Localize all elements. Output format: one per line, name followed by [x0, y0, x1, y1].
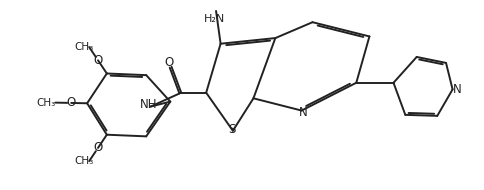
- Text: N: N: [452, 83, 461, 96]
- Text: O: O: [93, 141, 103, 154]
- Text: O: O: [164, 56, 173, 69]
- Text: H₂N: H₂N: [203, 14, 224, 24]
- Text: O: O: [66, 97, 76, 109]
- Text: CH₃: CH₃: [75, 156, 94, 166]
- Text: CH₃: CH₃: [75, 42, 94, 52]
- Text: O: O: [93, 54, 103, 67]
- Text: CH₃: CH₃: [37, 98, 56, 108]
- Text: NH: NH: [139, 98, 157, 111]
- Text: S: S: [227, 123, 235, 136]
- Text: N: N: [299, 106, 307, 119]
